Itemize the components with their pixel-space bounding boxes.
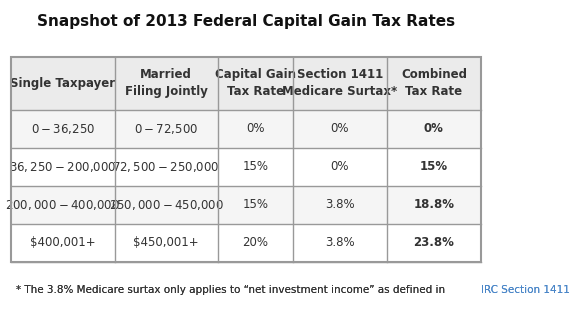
Text: 3.8%: 3.8% bbox=[325, 236, 355, 249]
Text: Combined
Tax Rate: Combined Tax Rate bbox=[401, 68, 467, 98]
FancyBboxPatch shape bbox=[293, 186, 387, 224]
FancyBboxPatch shape bbox=[11, 224, 114, 262]
FancyBboxPatch shape bbox=[293, 224, 387, 262]
Text: 0%: 0% bbox=[331, 122, 349, 135]
FancyBboxPatch shape bbox=[293, 148, 387, 186]
Text: 15%: 15% bbox=[420, 160, 448, 173]
Text: $0 - $72,500: $0 - $72,500 bbox=[134, 122, 198, 136]
Text: 20%: 20% bbox=[243, 236, 269, 249]
Text: Capital Gain
Tax Rate: Capital Gain Tax Rate bbox=[215, 68, 296, 98]
FancyBboxPatch shape bbox=[114, 148, 218, 186]
Text: $0 - $36,250: $0 - $36,250 bbox=[31, 122, 95, 136]
FancyBboxPatch shape bbox=[218, 186, 293, 224]
FancyBboxPatch shape bbox=[293, 110, 387, 148]
FancyBboxPatch shape bbox=[218, 110, 293, 148]
Text: IRC Section 1411: IRC Section 1411 bbox=[481, 286, 570, 295]
FancyBboxPatch shape bbox=[11, 110, 114, 148]
FancyBboxPatch shape bbox=[218, 57, 293, 110]
FancyBboxPatch shape bbox=[293, 57, 387, 110]
FancyBboxPatch shape bbox=[387, 110, 481, 148]
Text: Married
Filing Jointly: Married Filing Jointly bbox=[125, 68, 208, 98]
FancyBboxPatch shape bbox=[387, 148, 481, 186]
Text: $250,000 - $450,000: $250,000 - $450,000 bbox=[109, 198, 224, 212]
Text: * The 3.8% Medicare surtax only applies to “net investment income” as defined in: * The 3.8% Medicare surtax only applies … bbox=[16, 286, 448, 295]
Text: $200,000 - $400,000: $200,000 - $400,000 bbox=[5, 198, 120, 212]
FancyBboxPatch shape bbox=[11, 148, 114, 186]
Text: Section 1411
Medicare Surtax*: Section 1411 Medicare Surtax* bbox=[282, 68, 398, 98]
FancyBboxPatch shape bbox=[218, 148, 293, 186]
FancyBboxPatch shape bbox=[387, 224, 481, 262]
FancyBboxPatch shape bbox=[387, 186, 481, 224]
FancyBboxPatch shape bbox=[11, 57, 114, 110]
FancyBboxPatch shape bbox=[11, 186, 114, 224]
Text: $36,250 - $200,000: $36,250 - $200,000 bbox=[9, 160, 117, 174]
Text: 23.8%: 23.8% bbox=[413, 236, 454, 249]
Text: $72,500 - $250,000: $72,500 - $250,000 bbox=[113, 160, 220, 174]
FancyBboxPatch shape bbox=[114, 224, 218, 262]
FancyBboxPatch shape bbox=[114, 186, 218, 224]
Text: 0%: 0% bbox=[246, 122, 264, 135]
FancyBboxPatch shape bbox=[114, 57, 218, 110]
Text: 18.8%: 18.8% bbox=[413, 198, 454, 211]
Text: IRC Section 1411: IRC Section 1411 bbox=[481, 286, 570, 295]
FancyBboxPatch shape bbox=[218, 224, 293, 262]
Text: Single Taxpayer: Single Taxpayer bbox=[10, 77, 116, 90]
Text: 0%: 0% bbox=[424, 122, 444, 135]
Text: 0%: 0% bbox=[331, 160, 349, 173]
Text: 3.8%: 3.8% bbox=[325, 198, 355, 211]
FancyBboxPatch shape bbox=[114, 110, 218, 148]
Text: $400,001+: $400,001+ bbox=[30, 236, 95, 249]
Text: $450,001+: $450,001+ bbox=[133, 236, 199, 249]
Text: 15%: 15% bbox=[243, 160, 269, 173]
Text: 15%: 15% bbox=[243, 198, 269, 211]
Text: * The 3.8% Medicare surtax only applies to “net investment income” as defined in: * The 3.8% Medicare surtax only applies … bbox=[16, 286, 448, 295]
FancyBboxPatch shape bbox=[387, 57, 481, 110]
Text: Snapshot of 2013 Federal Capital Gain Tax Rates: Snapshot of 2013 Federal Capital Gain Ta… bbox=[37, 14, 455, 29]
